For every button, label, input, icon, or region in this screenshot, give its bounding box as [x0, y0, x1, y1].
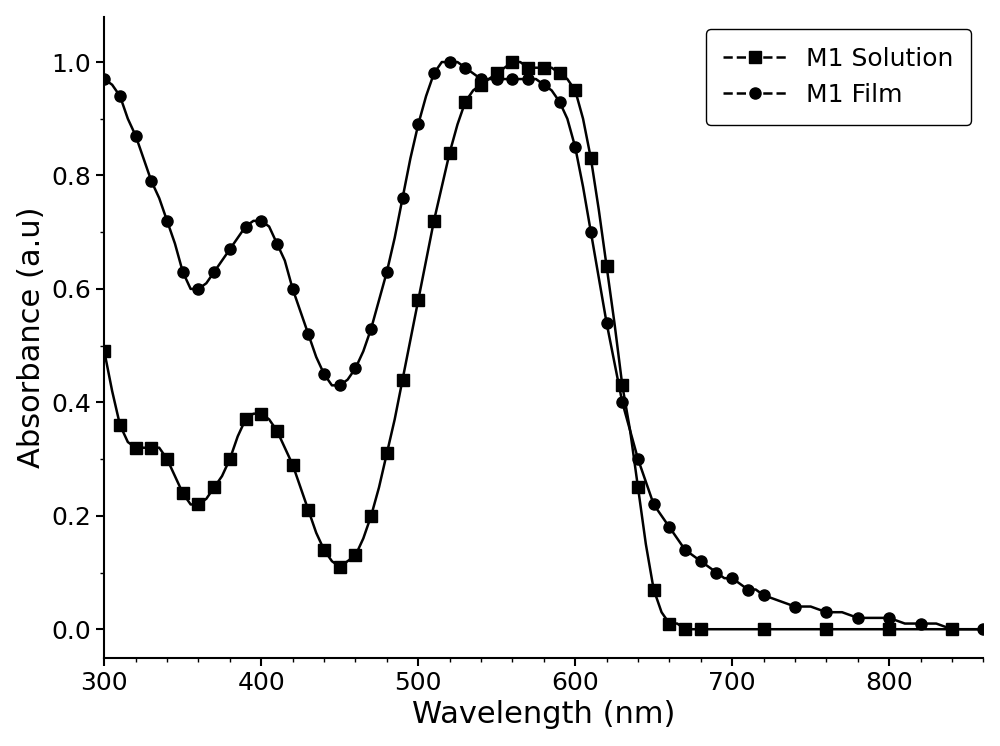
M1 Film	[279, 256, 291, 265]
M1 Solution	[671, 619, 683, 628]
M1 Film	[491, 75, 503, 84]
X-axis label: Wavelength (nm): Wavelength (nm)	[412, 700, 676, 730]
M1 Solution	[130, 443, 142, 452]
M1 Solution	[616, 381, 628, 390]
M1 Film	[436, 57, 448, 66]
M1 Solution	[506, 57, 518, 66]
M1 Film	[334, 381, 346, 390]
Line: M1 Film: M1 Film	[99, 57, 989, 635]
M1 Solution	[679, 624, 691, 633]
M1 Solution	[114, 421, 126, 430]
Y-axis label: Absorbance (a.u): Absorbance (a.u)	[17, 207, 46, 468]
Line: M1 Solution: M1 Solution	[99, 57, 989, 635]
M1 Film	[977, 624, 989, 633]
M1 Solution	[420, 256, 432, 265]
M1 Film	[946, 624, 958, 633]
M1 Solution	[169, 471, 181, 480]
M1 Solution	[98, 347, 110, 356]
M1 Solution	[977, 624, 989, 633]
M1 Film	[98, 75, 110, 84]
Legend: M1 Solution, M1 Film: M1 Solution, M1 Film	[706, 29, 971, 125]
M1 Film	[514, 75, 526, 84]
M1 Film	[710, 568, 722, 577]
M1 Film	[302, 330, 314, 339]
